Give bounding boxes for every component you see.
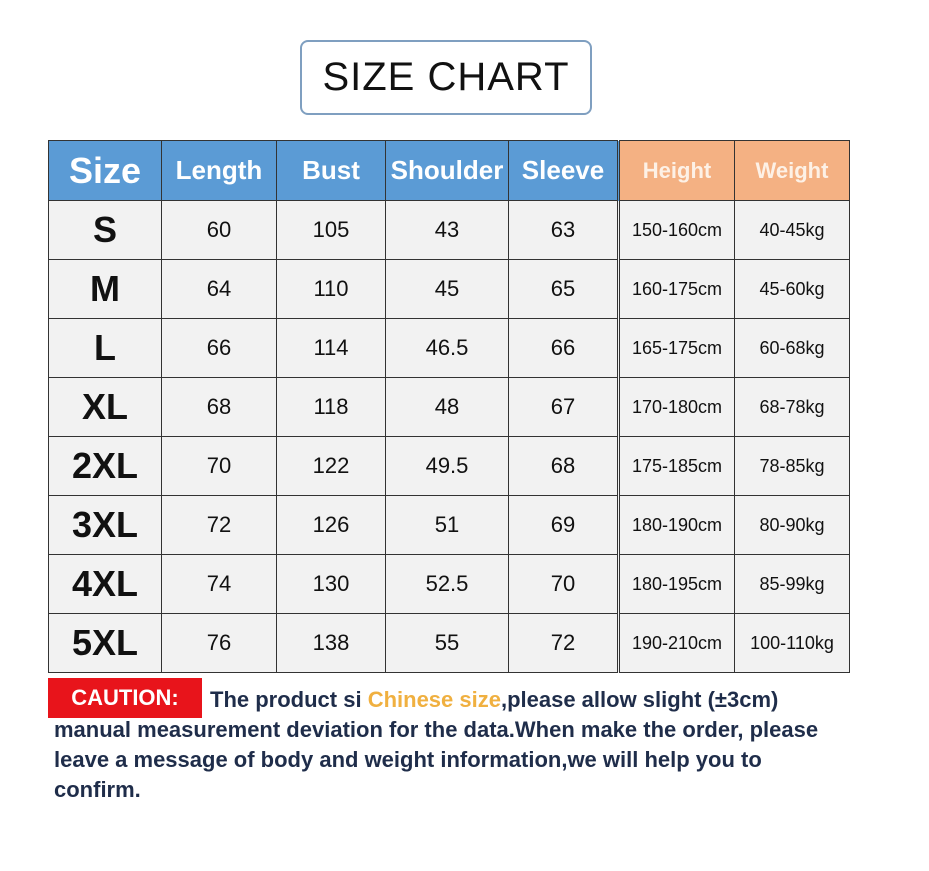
table-cell-bust: 110: [276, 259, 386, 319]
table-cell-length: 60: [161, 200, 277, 260]
table-row: 5XL 76 138 55 72 190-210cm 100-110kg: [48, 613, 850, 673]
table-cell-bust: 114: [276, 318, 386, 378]
table-header-row: Size Length Bust Shoulder Sleeve Height Weight: [48, 140, 850, 201]
table-cell-length: 68: [161, 377, 277, 437]
table-cell-height: 190-210cm: [618, 613, 735, 673]
table-cell-length: 76: [161, 613, 277, 673]
column-header-length: Length: [161, 140, 277, 201]
table-cell-shoulder: 46.5: [385, 318, 509, 378]
table-cell-sleeve: 68: [508, 436, 620, 496]
table-cell-shoulder: 51: [385, 495, 509, 555]
note-text-after: ,please allow slight (±3cm) manual measu…: [54, 687, 819, 802]
table-cell-shoulder: 45: [385, 259, 509, 319]
table-cell-weight: 68-78kg: [734, 377, 850, 437]
table-cell-weight: 45-60kg: [734, 259, 850, 319]
table-cell-bust: 118: [276, 377, 386, 437]
note-highlight: Chinese size: [367, 687, 501, 712]
table-row: XL 68 118 48 67 170-180cm 68-78kg: [48, 377, 850, 437]
table-cell-bust: 105: [276, 200, 386, 260]
size-cell: L: [48, 318, 162, 378]
table-cell-length: 72: [161, 495, 277, 555]
table-cell-length: 70: [161, 436, 277, 496]
column-header-size: Size: [48, 140, 162, 201]
table-row: L 66 114 46.5 66 165-175cm 60-68kg: [48, 318, 850, 378]
table-cell-sleeve: 63: [508, 200, 620, 260]
table-cell-shoulder: 43: [385, 200, 509, 260]
table-cell-height: 165-175cm: [618, 318, 735, 378]
table-cell-sleeve: 69: [508, 495, 620, 555]
table-cell-weight: 60-68kg: [734, 318, 850, 378]
table-cell-weight: 100-110kg: [734, 613, 850, 673]
table-cell-height: 170-180cm: [618, 377, 735, 437]
table-cell-height: 150-160cm: [618, 200, 735, 260]
table-cell-sleeve: 66: [508, 318, 620, 378]
size-cell: 2XL: [48, 436, 162, 496]
table-row: 2XL 70 122 49.5 68 175-185cm 78-85kg: [48, 436, 850, 496]
size-cell: 4XL: [48, 554, 162, 614]
size-cell: 3XL: [48, 495, 162, 555]
note-text-before: The product si: [210, 687, 368, 712]
table-cell-weight: 40-45kg: [734, 200, 850, 260]
size-cell: S: [48, 200, 162, 260]
caution-note: The product si Chinese size,please allow…: [54, 685, 854, 805]
table-cell-height: 175-185cm: [618, 436, 735, 496]
page-title: SIZE CHART: [300, 40, 592, 115]
table-cell-bust: 122: [276, 436, 386, 496]
table-row: 4XL 74 130 52.5 70 180-195cm 85-99kg: [48, 554, 850, 614]
table-cell-weight: 80-90kg: [734, 495, 850, 555]
size-cell: XL: [48, 377, 162, 437]
table-row: 3XL 72 126 51 69 180-190cm 80-90kg: [48, 495, 850, 555]
table-cell-shoulder: 52.5: [385, 554, 509, 614]
column-header-sleeve: Sleeve: [508, 140, 620, 201]
table-cell-height: 160-175cm: [618, 259, 735, 319]
table-cell-sleeve: 72: [508, 613, 620, 673]
table-cell-shoulder: 55: [385, 613, 509, 673]
table-cell-sleeve: 67: [508, 377, 620, 437]
column-header-weight: Weight: [734, 140, 850, 201]
table-cell-bust: 126: [276, 495, 386, 555]
table-cell-sleeve: 70: [508, 554, 620, 614]
table-cell-shoulder: 49.5: [385, 436, 509, 496]
table-cell-length: 66: [161, 318, 277, 378]
size-chart-table: Size Length Bust Shoulder Sleeve Height Weight…: [48, 140, 850, 673]
table-cell-bust: 130: [276, 554, 386, 614]
size-cell: 5XL: [48, 613, 162, 673]
column-header-height: Height: [618, 140, 735, 201]
table-cell-sleeve: 65: [508, 259, 620, 319]
table-cell-length: 74: [161, 554, 277, 614]
table-row: S 60 105 43 63 150-160cm 40-45kg: [48, 200, 850, 260]
table-cell-shoulder: 48: [385, 377, 509, 437]
column-header-bust: Bust: [276, 140, 386, 201]
table-cell-weight: 78-85kg: [734, 436, 850, 496]
table-cell-height: 180-195cm: [618, 554, 735, 614]
table-cell-bust: 138: [276, 613, 386, 673]
size-cell: M: [48, 259, 162, 319]
table-cell-height: 180-190cm: [618, 495, 735, 555]
table-cell-weight: 85-99kg: [734, 554, 850, 614]
table-row: M 64 110 45 65 160-175cm 45-60kg: [48, 259, 850, 319]
table-cell-length: 64: [161, 259, 277, 319]
caution-badge: CAUTION:: [48, 678, 202, 718]
column-header-shoulder: Shoulder: [385, 140, 509, 201]
